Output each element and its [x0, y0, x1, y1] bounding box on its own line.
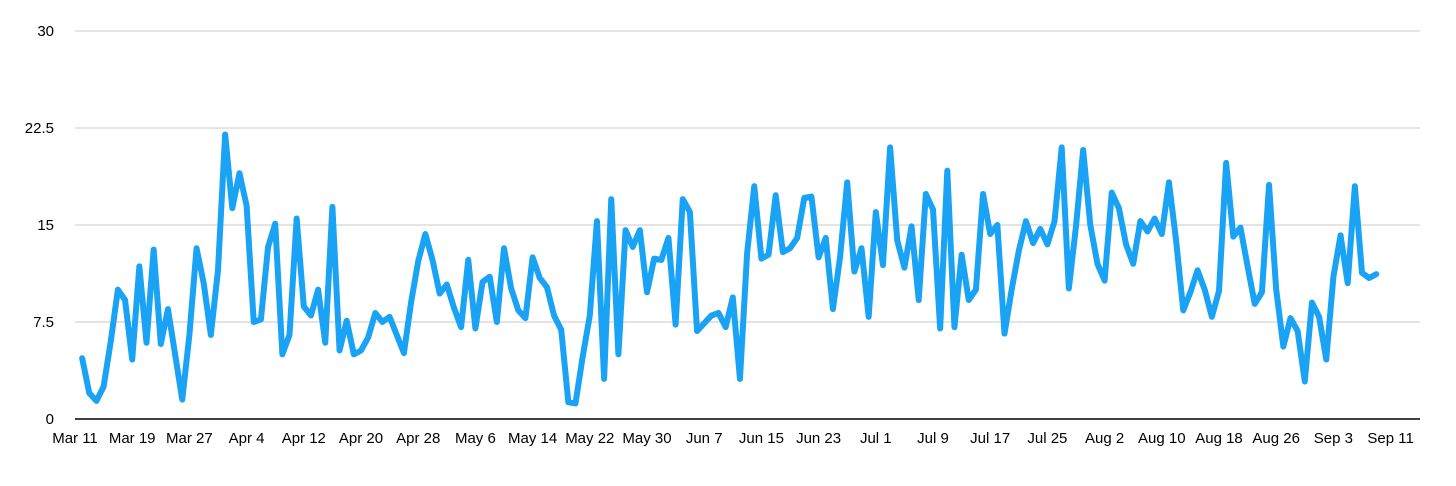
x-tick-label: Mar 19	[109, 430, 156, 447]
x-tick-label: May 22	[565, 430, 614, 447]
x-tick-label: Sep 3	[1314, 430, 1353, 447]
x-tick-label: Jul 25	[1027, 430, 1067, 447]
y-tick-label: 0	[46, 411, 54, 428]
series-line	[79, 131, 1380, 407]
series-layer	[79, 131, 1380, 407]
x-tick-label: Aug 10	[1138, 430, 1186, 447]
x-tick-label: May 6	[455, 430, 496, 447]
x-tick-label: May 14	[508, 430, 557, 447]
x-tick-label: Aug 26	[1252, 430, 1300, 447]
x-tick-label: Apr 20	[339, 430, 383, 447]
x-tick-label: Jun 23	[796, 430, 841, 447]
x-tick-label: Sep 11	[1367, 430, 1413, 447]
x-tick-label: Aug 2	[1085, 430, 1124, 447]
y-tick-label: 30	[37, 23, 54, 40]
y-tick-label: 7.5	[33, 314, 54, 331]
x-tick-label: May 30	[622, 430, 671, 447]
x-tick-label: Jul 17	[970, 430, 1010, 447]
x-tick-label: Aug 18	[1195, 430, 1243, 447]
x-tick-label: Jun 7	[686, 430, 723, 447]
x-axis: Mar 11 Mar 19 Mar 27 Apr 4 Apr 12 Apr 20 Apr 2…	[52, 430, 1414, 447]
y-tick-label: 15	[37, 217, 54, 234]
x-tick-label: Apr 28	[396, 430, 440, 447]
y-tick-label: 22.5	[25, 120, 54, 137]
x-tick-label: Apr 4	[229, 430, 265, 447]
x-tick-label: Apr 12	[282, 430, 326, 447]
x-tick-label: Jul 9	[917, 430, 949, 447]
x-tick-label: Jun 15	[739, 430, 784, 447]
x-tick-label: Mar 11	[52, 430, 98, 447]
x-tick-label: Mar 27	[166, 430, 213, 447]
y-axis: 0 7.5 15 22.5 30	[25, 23, 1420, 428]
x-tick-label: Jul 1	[860, 430, 892, 447]
